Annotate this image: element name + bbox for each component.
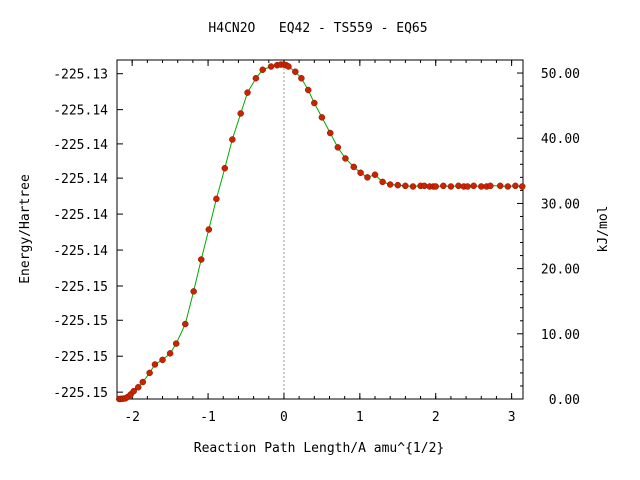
data-point: [237, 110, 244, 117]
data-point: [326, 129, 334, 137]
data-point: [342, 155, 349, 162]
data-point: [379, 178, 386, 186]
data-point: [455, 182, 462, 190]
data-point: [334, 144, 342, 151]
plot-frame: [116, 59, 524, 400]
data-point: [447, 183, 455, 190]
y2-tick-label: 0.00: [549, 393, 580, 408]
data-point: [130, 387, 137, 395]
y-axis-label: Energy/Hartree: [18, 174, 33, 284]
x-tick-label: 1: [356, 410, 364, 425]
data-point: [166, 350, 174, 357]
y-axis-left: -225.13 -225.14 -225.14 -225.14 -225.14 -225.…: [53, 68, 123, 401]
y2-tick-label: 50.00: [541, 67, 580, 82]
y-tick-label: -225.14: [53, 244, 108, 259]
y-tick-label: -225.14: [53, 208, 108, 223]
data-point: [318, 114, 326, 121]
data-point: [151, 361, 159, 368]
x-tick-label: 2: [432, 410, 440, 425]
x-tick-label: 3: [508, 410, 516, 425]
data-point: [182, 320, 189, 328]
data-point: [470, 182, 477, 190]
data-point: [394, 181, 402, 189]
data-point: [350, 163, 358, 171]
data-point: [197, 256, 205, 263]
data-point: [304, 86, 312, 94]
data-point: [244, 89, 251, 96]
data-point: [172, 340, 180, 347]
data-point: [159, 356, 166, 364]
data-point: [432, 183, 439, 190]
data-point: [496, 182, 504, 190]
data-point: [440, 182, 447, 190]
data-point: [229, 136, 236, 143]
data-point: [146, 369, 153, 377]
data-point: [311, 99, 318, 107]
y2-tick-label: 20.00: [541, 263, 580, 278]
data-point: [267, 63, 275, 70]
data-point: [285, 63, 292, 70]
y-axis-right: 0.00 10.00 20.00 30.00 40.00 50.00: [517, 59, 580, 408]
y-tick-label: -225.14: [53, 172, 108, 187]
y2-tick-label: 10.00: [541, 328, 580, 343]
data-point: [357, 169, 364, 177]
y2-tick-label: 30.00: [541, 197, 580, 212]
data-point: [205, 226, 213, 233]
data-point: [409, 183, 417, 190]
data-point: [421, 182, 428, 190]
data-point: [298, 75, 305, 82]
y-tick-label: -225.14: [53, 138, 108, 153]
data-point: [259, 66, 266, 74]
data-point: [139, 378, 147, 386]
x-tick-label: -2: [124, 410, 140, 425]
data-point: [134, 384, 142, 391]
data-point: [213, 195, 220, 203]
x-tick-label: 0: [280, 410, 288, 425]
data-point: [464, 183, 471, 190]
x-axis-label: Reaction Path Length/A amu^{1/2}: [194, 441, 444, 456]
data-point: [292, 68, 299, 75]
data-point: [487, 182, 494, 190]
y-tick-label: -225.15: [53, 314, 108, 329]
y-tick-label: -225.15: [53, 280, 108, 295]
x-tick-label: -1: [200, 410, 216, 425]
data-point: [504, 183, 512, 190]
y-tick-label: -225.15: [53, 350, 108, 365]
data-point: [512, 182, 519, 190]
data-point: [386, 181, 394, 188]
data-point: [371, 171, 379, 178]
series-points: [116, 61, 526, 403]
data-point: [190, 288, 197, 295]
y2-axis-label: kJ/mol: [596, 206, 611, 253]
y-tick-label: -225.15: [53, 386, 108, 401]
y-tick-label: -225.14: [53, 104, 108, 119]
y2-tick-label: 40.00: [541, 132, 580, 147]
chart-title: H4CN2O EQ42 - TS559 - EQ65: [208, 21, 427, 36]
data-point: [221, 164, 229, 172]
data-point: [364, 174, 371, 181]
data-point: [252, 75, 260, 82]
data-point: [518, 183, 526, 190]
y-tick-label: -225.13: [53, 68, 108, 83]
x-axis: -2 -1 0 1 2 3: [116, 60, 516, 425]
data-point: [402, 182, 409, 190]
